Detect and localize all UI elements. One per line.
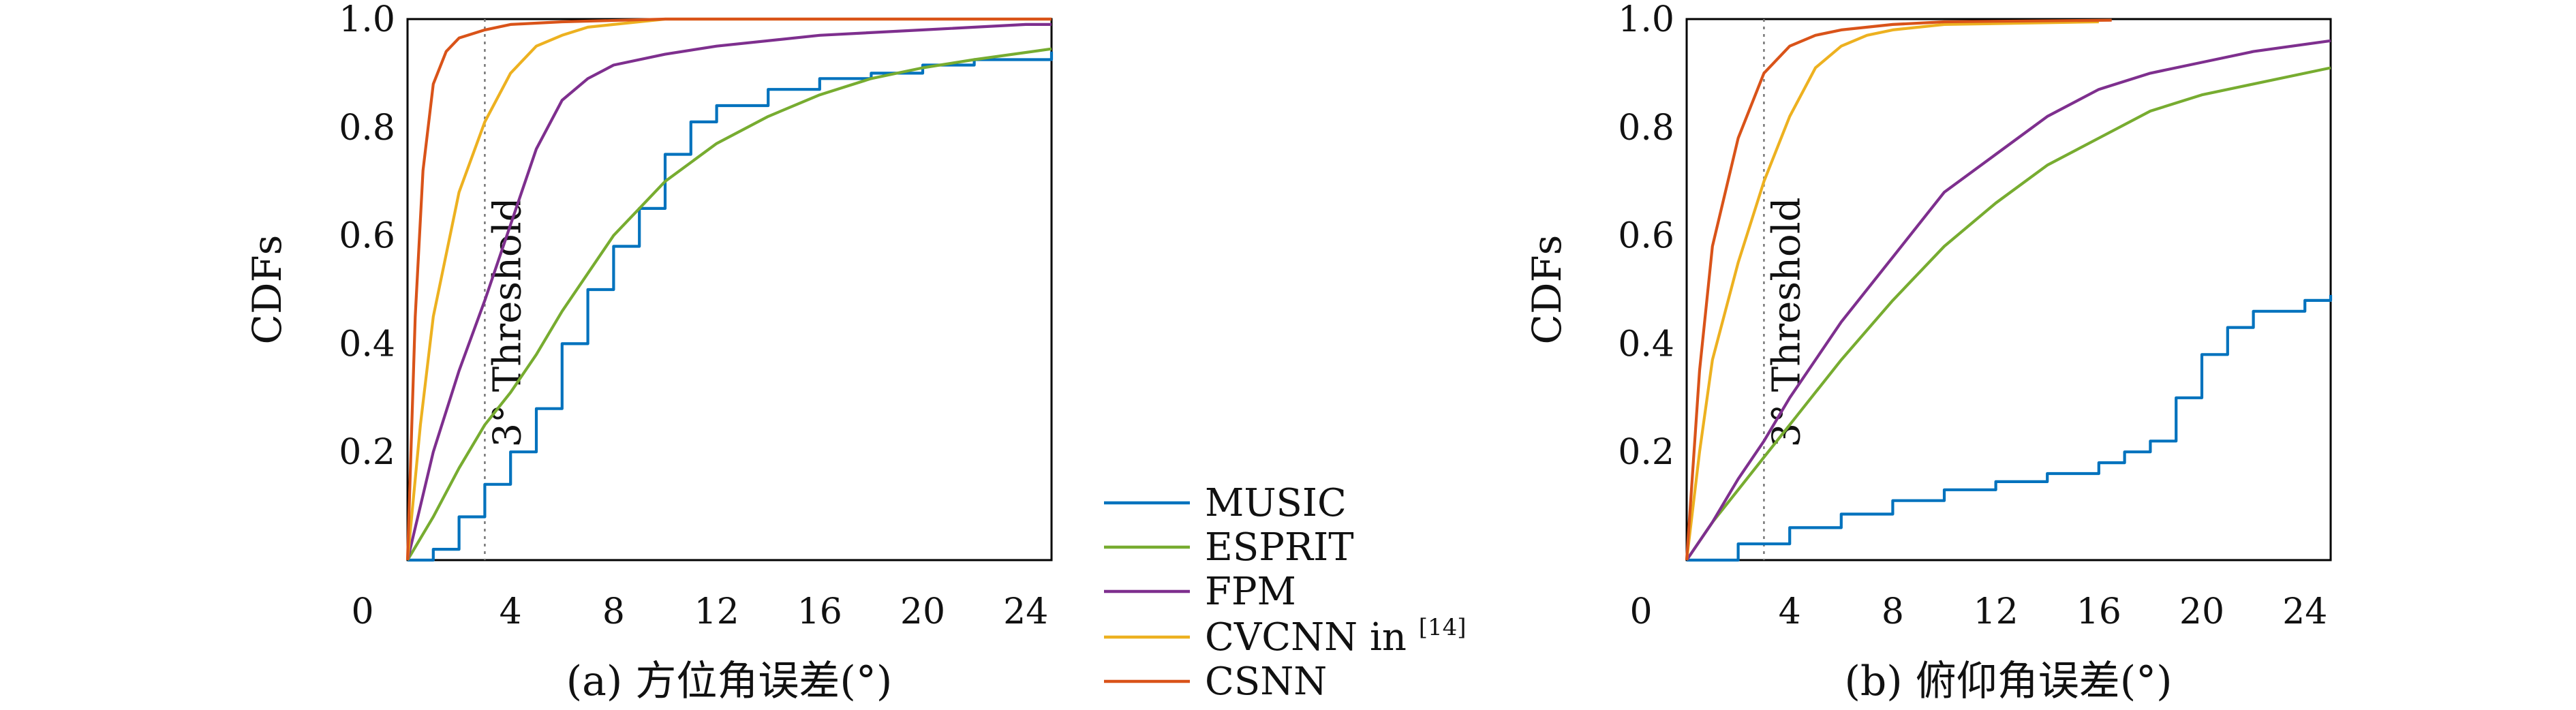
y-tick-label: 0.8	[339, 108, 395, 149]
y-tick-label: 0.6	[1618, 216, 1674, 257]
y-tick-label: 1.0	[339, 0, 395, 40]
plot-frame	[1685, 18, 2332, 561]
chart-panel-b: 4 8 12 16 20 24 0.2 0.4 0.6 0.8 1.0 0 CDFs 3° Thr…	[1524, 0, 2333, 705]
legend-item-cvcnn: CVCNN in [14]	[1104, 614, 1467, 660]
y-tick-label: 0.8	[1618, 108, 1674, 149]
x-tick-labels: 4 8 12 16 20 24	[1779, 591, 2328, 632]
chart-panel-a: 4 8 12 16 20 24 0.2 0.4 0.6 0.8 1.0 0 CDFs 3° Thr…	[244, 0, 1054, 705]
legend-item-esprit: ESPRIT	[1104, 525, 1354, 570]
legend-label: ESPRIT	[1205, 525, 1354, 570]
series-line-cvcnn-in-14	[1685, 20, 2099, 561]
legend-item-csnn: CSNN	[1104, 660, 1327, 704]
series-line-csnn	[1685, 18, 2112, 561]
x-tick-label: 12	[1974, 591, 2019, 632]
legend-label: MUSIC	[1205, 481, 1347, 525]
legend-item-fpm: FPM	[1104, 570, 1296, 614]
y-axis-label: CDFs	[1524, 235, 1570, 345]
x-tick-label: 4	[500, 591, 522, 632]
series-line-fpm	[1685, 39, 2331, 561]
x-tick-label: 20	[2179, 591, 2224, 632]
x-tick-label: 24	[1003, 591, 1048, 632]
y-axis-label: CDFs	[244, 235, 290, 345]
series-line-esprit	[406, 47, 1052, 561]
legend: MUSIC ESPRIT FPM CVCNN in [14] CSNN	[1104, 481, 1467, 704]
y-tick-label: 0.6	[339, 216, 395, 257]
y-tick-label: 1.0	[1618, 0, 1674, 40]
series-line-csnn	[405, 17, 1052, 561]
y-tick-labels: 0.2 0.4 0.6 0.8 1.0	[1618, 0, 1674, 473]
x-tick-label: 8	[1882, 591, 1904, 632]
x-tick-label: 4	[1779, 591, 1801, 632]
series-line-fpm	[405, 22, 1052, 561]
threshold-label: 3° Threshold	[485, 197, 530, 447]
series-line-music	[1687, 294, 2333, 562]
legend-label: CSNN	[1205, 660, 1327, 704]
legend-citation: [14]	[1419, 614, 1467, 641]
x-tick-label: 24	[2282, 591, 2327, 632]
origin-label: 0	[351, 591, 373, 632]
series-line-cvcnn-in-14	[405, 17, 1052, 561]
x-tick-label: 16	[2076, 591, 2121, 632]
legend-label: FPM	[1205, 570, 1296, 614]
legend-item-music: MUSIC	[1104, 481, 1347, 525]
y-tick-label: 0.2	[339, 432, 395, 473]
x-tick-label: 8	[602, 591, 625, 632]
threshold-label: 3° Threshold	[1764, 197, 1809, 447]
x-tick-labels: 4 8 12 16 20 24	[500, 591, 1049, 632]
series-group	[405, 17, 1054, 562]
x-tick-label: 12	[694, 591, 739, 632]
y-tick-label: 0.4	[339, 324, 395, 365]
panel-caption: (b) 俯仰角误差(°)	[1844, 658, 2172, 705]
x-tick-label: 16	[797, 591, 842, 632]
origin-label: 0	[1629, 591, 1652, 632]
y-tick-labels: 0.2 0.4 0.6 0.8 1.0	[339, 0, 395, 473]
legend-label: CVCNN in [14]	[1205, 614, 1467, 660]
series-line-esprit	[1685, 66, 2331, 561]
legend-label-main: CVCNN in	[1205, 615, 1407, 660]
panel-caption: (a) 方位角误差(°)	[566, 658, 892, 705]
x-tick-label: 20	[900, 591, 945, 632]
y-tick-label: 0.2	[1618, 432, 1674, 473]
y-tick-label: 0.4	[1618, 324, 1674, 365]
series-group	[1685, 18, 2333, 562]
